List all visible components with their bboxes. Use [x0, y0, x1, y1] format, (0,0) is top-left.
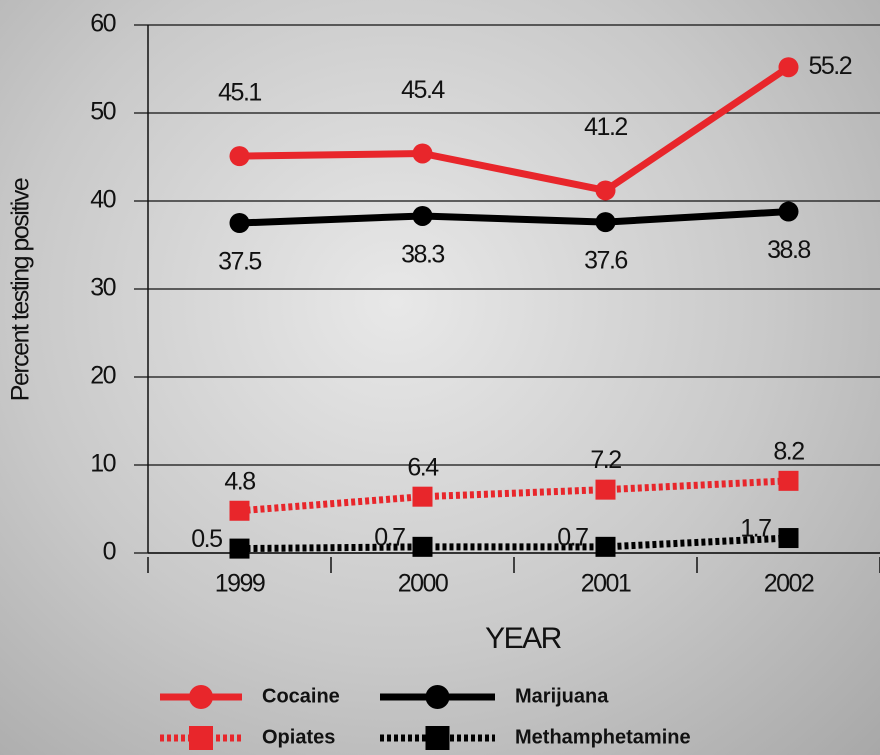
data-label: 1.7	[740, 515, 771, 543]
data-point	[229, 500, 250, 521]
data-point	[229, 213, 250, 233]
y-tick-label: 50	[90, 98, 115, 126]
legend-label: Cocaine	[262, 685, 340, 707]
legend-marker	[189, 685, 213, 709]
data-point	[595, 212, 616, 233]
data-point	[778, 57, 799, 78]
data-label: 0.7	[374, 523, 405, 551]
y-axis-label: Percent testing positive	[7, 178, 35, 401]
y-tick-label: 30	[90, 274, 115, 302]
data-point	[229, 146, 250, 167]
series-line	[239, 208, 789, 227]
data-point	[778, 528, 799, 549]
data-point	[595, 536, 616, 557]
legend-marker	[189, 726, 213, 750]
data-label: 7.2	[590, 446, 621, 474]
data-label: 55.2	[809, 52, 852, 80]
data-point	[595, 479, 616, 500]
data-point	[412, 205, 433, 226]
data-label: 38.8	[767, 236, 810, 264]
legend-label: Methamphetamine	[515, 726, 691, 748]
data-point	[595, 180, 616, 201]
y-tick-label: 0	[103, 538, 116, 566]
y-tick-label: 10	[90, 450, 115, 478]
data-label: 4.8	[224, 467, 255, 495]
data-point	[229, 538, 250, 559]
series-line	[239, 477, 789, 515]
data-point	[412, 486, 433, 507]
y-tick-label: 20	[90, 362, 115, 390]
data-label: 37.6	[584, 247, 627, 275]
legend-label: Marijuana	[515, 685, 609, 707]
x-tick-label: 2001	[581, 570, 631, 598]
data-label: 6.4	[407, 453, 439, 481]
y-tick-label: 60	[90, 10, 115, 38]
series-line	[239, 64, 791, 195]
data-label: 37.5	[218, 248, 261, 276]
data-label: 8.2	[773, 437, 804, 465]
data-label: 41.2	[584, 113, 627, 141]
data-label: 0.5	[191, 525, 222, 553]
legend-label: Opiates	[262, 726, 335, 748]
y-tick-label: 40	[90, 186, 115, 214]
x-tick-label: 2000	[398, 570, 448, 598]
data-point	[778, 470, 799, 491]
x-axis-label: YEAR	[485, 622, 562, 655]
data-label: 0.7	[557, 523, 588, 551]
data-point	[778, 201, 799, 222]
series-line	[239, 534, 789, 553]
data-point	[412, 536, 433, 557]
data-point	[412, 143, 433, 164]
data-label: 45.1	[218, 79, 261, 107]
data-label: 45.4	[401, 76, 445, 104]
legend-marker	[425, 726, 450, 750]
data-label: 38.3	[401, 241, 444, 269]
x-tick-label: 2002	[764, 570, 814, 598]
x-tick-label: 1999	[215, 570, 265, 598]
legend-marker	[425, 685, 450, 709]
